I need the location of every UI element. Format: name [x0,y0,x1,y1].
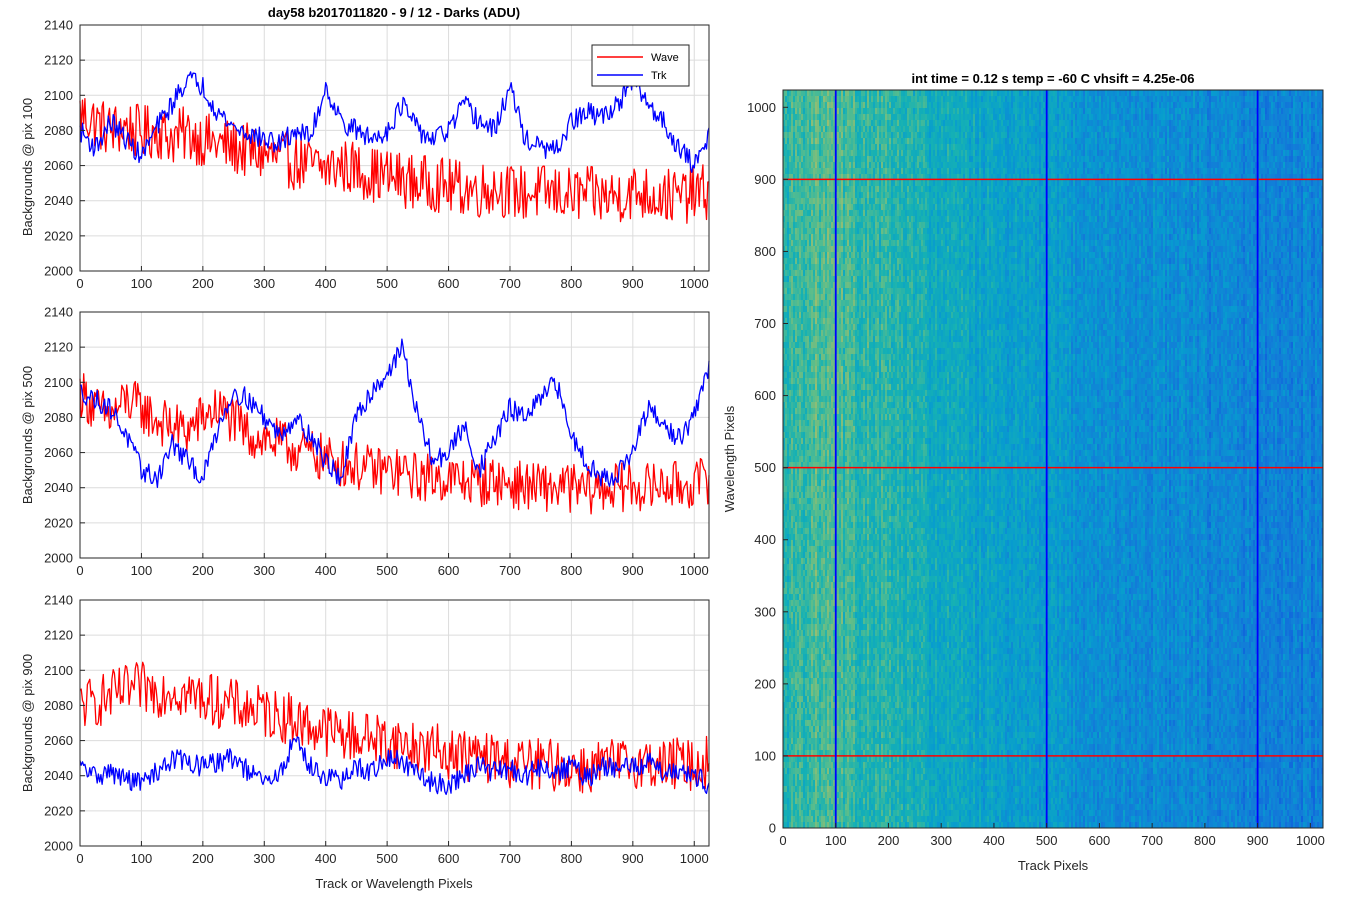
x-tick-label: 300 [253,851,275,866]
y-axis-label: Backgrounds @ pix 100 [20,98,35,236]
x-tick-label: 400 [315,563,337,578]
plot-title: day58 b2017011820 - 9 / 12 - Darks (ADU) [268,5,520,20]
y-axis-label: Backgrounds @ pix 900 [20,654,35,792]
x-tick-label: 200 [192,851,214,866]
x-tick-label: 200 [192,563,214,578]
x-tick-label: 900 [622,563,644,578]
x-tick-label: 500 [376,276,398,291]
x-tick-label: 1000 [680,276,709,291]
y-tick-label: 2020 [44,803,73,818]
y-tick-label: 2100 [44,375,73,390]
x-tick-label: 600 [438,851,460,866]
x-tick-label: 100 [131,276,153,291]
y-tick-label: 2120 [44,340,73,355]
y-tick-label: 2060 [44,158,73,173]
y-tick-label: 2000 [44,839,73,854]
x-tick-label: 500 [376,563,398,578]
y-tick-label: 2100 [44,663,73,678]
y-tick-label: 2140 [44,305,73,320]
x-tick-label: 100 [131,563,153,578]
x-tick-label: 200 [192,276,214,291]
y-tick-label: 2120 [44,53,73,68]
x-tick-label: 400 [315,851,337,866]
x-tick-label: 600 [438,563,460,578]
x-tick-label: 1000 [680,851,709,866]
x-tick-label: 0 [76,851,83,866]
y-tick-label: 2000 [44,551,73,566]
y-tick-label: 2060 [44,733,73,748]
x-tick-label: 900 [622,276,644,291]
x-tick-label: 700 [499,563,521,578]
x-tick-label: 900 [622,851,644,866]
y-tick-label: 2080 [44,698,73,713]
y-tick-label: 2020 [44,228,73,243]
y-tick-label: 2020 [44,515,73,530]
x-tick-label: 700 [499,851,521,866]
x-axis-label: Track Pixels [1018,858,1089,873]
x-tick-label: 600 [438,276,460,291]
heatmap-image [783,90,1323,828]
y-tick-label: 2040 [44,768,73,783]
y-tick-label: 2040 [44,480,73,495]
x-tick-label: 800 [561,851,583,866]
y-tick-label: 2040 [44,193,73,208]
x-tick-label: 700 [499,276,521,291]
legend-label-wave: Wave [651,52,679,64]
x-tick-label: 500 [376,851,398,866]
x-tick-label: 300 [253,563,275,578]
y-tick-label: 2140 [44,18,73,33]
y-tick-label: 2000 [44,264,73,279]
y-tick-label: 2080 [44,123,73,138]
x-tick-label: 0 [76,563,83,578]
y-tick-label: 2140 [44,593,73,608]
y-axis-label: Backgrounds @ pix 500 [20,366,35,504]
y-tick-label: 2080 [44,410,73,425]
y-tick-label: 2120 [44,628,73,643]
x-tick-label: 800 [561,276,583,291]
x-tick-label: 1000 [680,563,709,578]
x-tick-label: 800 [561,563,583,578]
y-tick-label: 2060 [44,445,73,460]
x-tick-label: 300 [253,276,275,291]
y-tick-label: 2100 [44,88,73,103]
y-axis-label: Wavelength Pixels [722,405,737,512]
x-tick-label: 400 [315,276,337,291]
x-tick-label: 100 [131,851,153,866]
heatmap-plot: int time = 0.12 s temp = -60 C vhsift = … [722,71,1325,873]
legend-label-trk: Trk [651,70,667,82]
x-tick-label: 0 [76,276,83,291]
heatmap-title: int time = 0.12 s temp = -60 C vhsift = … [912,71,1195,86]
x-axis-label: Track or Wavelength Pixels [315,876,473,891]
legend: Wave Trk [592,45,689,86]
